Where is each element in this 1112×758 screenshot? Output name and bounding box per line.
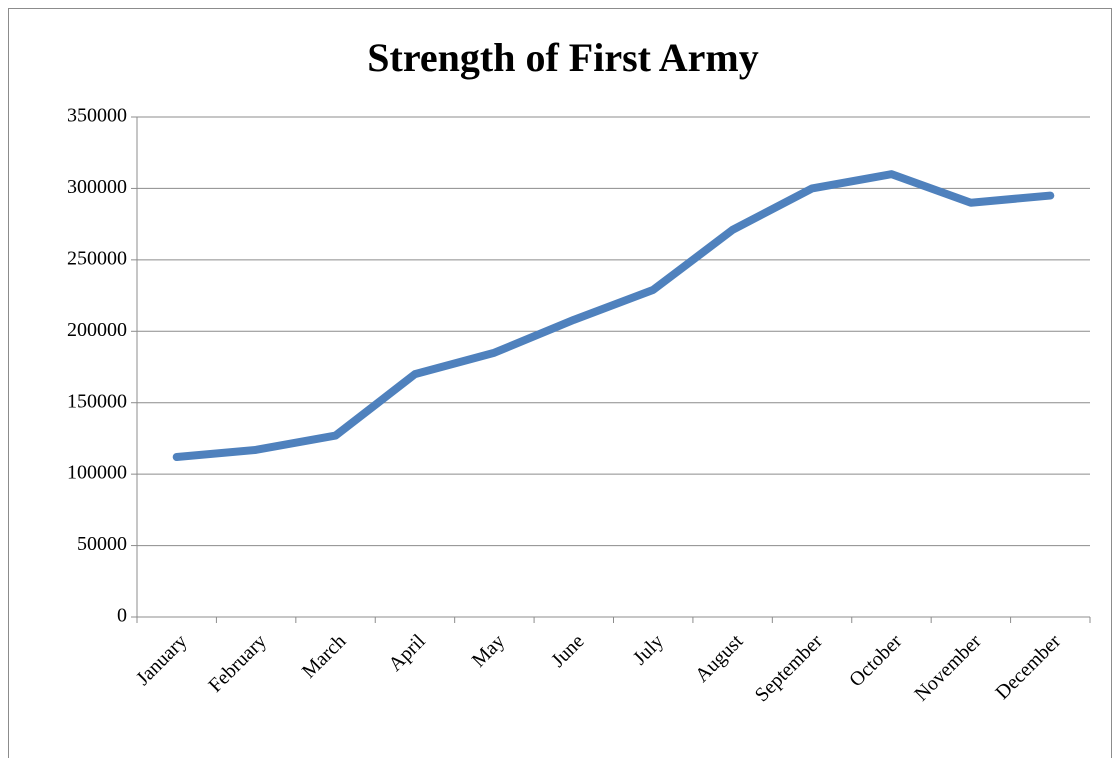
y-tick-label: 250000: [67, 247, 127, 269]
y-tick-label: 50000: [77, 533, 127, 555]
x-tick-label: May: [468, 630, 509, 671]
y-tick-label: 150000: [67, 390, 127, 412]
x-tick-label: April: [384, 630, 430, 676]
y-tick-label: 0: [117, 605, 127, 627]
x-tick-label: February: [204, 630, 271, 697]
x-tick-label: July: [629, 630, 668, 669]
x-tick-label: October: [845, 630, 906, 691]
x-tick-label: November: [910, 630, 985, 705]
y-tick-label: 350000: [67, 105, 127, 127]
y-tick-label: 200000: [67, 319, 127, 341]
x-tick-label: December: [991, 630, 1065, 704]
y-tick-label: 100000: [67, 462, 127, 484]
chart-title: Strength of First Army: [367, 35, 758, 80]
x-tick-label: September: [751, 630, 827, 706]
y-tick-label: 300000: [67, 176, 127, 198]
x-tick-label: June: [547, 630, 589, 672]
x-tick-label: January: [132, 630, 192, 690]
x-tick-label: March: [298, 630, 350, 682]
data-line: [172, 170, 1055, 461]
x-tick-label: August: [691, 630, 748, 687]
